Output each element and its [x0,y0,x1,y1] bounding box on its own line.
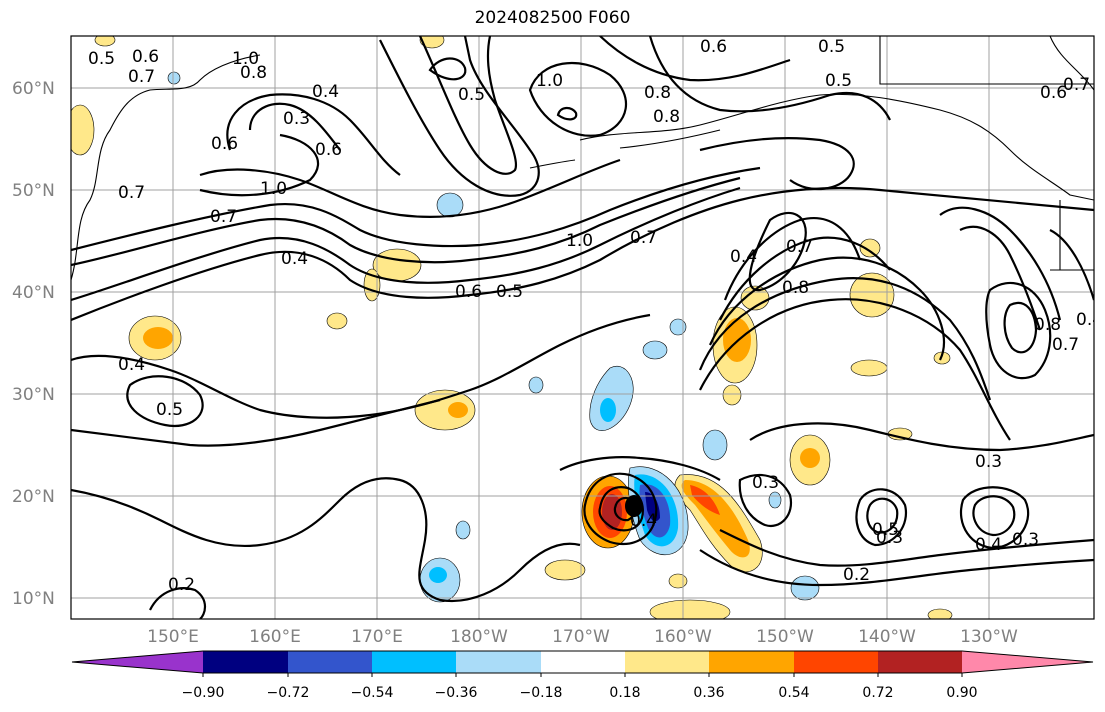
contour-label: 0.4 [630,511,657,531]
contour-label: 1.0 [566,231,593,251]
map-title: 2024082500 F060 [474,8,631,28]
contour-label: 0.8 [240,63,267,83]
lat-label: 40°N [12,283,55,303]
contour-labels: 0.5 0.6 0.7 1.0 0.8 0.4 0.6 0.3 0.5 0.6 … [88,37,1103,595]
lon-label: 170°W [552,627,610,647]
contour-label: 0.6 [132,47,159,67]
map-area [71,36,1094,619]
contours [71,36,1094,619]
contour-label: 0.8 [653,107,680,127]
lon-label: 130°W [960,627,1018,647]
colorbar-tick-label: −0.54 [351,685,394,701]
colorbar-swatch [878,651,962,673]
lat-label: 50°N [12,181,55,201]
contour-label: 0.3 [975,452,1002,472]
contour-label: 0.7 [786,237,813,257]
contour-label: 0.7 [630,228,657,248]
lon-label: 150°E [147,627,199,647]
lat-label: 20°N [12,487,55,507]
lon-label: 140°W [858,627,916,647]
lon-labels: 150°E 160°E 170°E 180°W 170°W 160°W 150°… [147,627,1018,647]
colorbar-swatch [541,651,625,673]
colorbar-extend-low [72,651,203,673]
colorbar-tick-label: 0.36 [693,685,724,701]
contour-label: 0.3 [752,473,779,493]
colorbar-tick-label: −0.36 [435,685,478,701]
contour-label: 1.0 [232,49,259,69]
graticule [71,36,1094,619]
colorbar-tick-label: 0.72 [862,685,893,701]
contour-label: 0.7 [118,183,145,203]
colorbar-swatch [794,651,878,673]
contour-label: 0.4 [118,355,145,375]
lon-label: 160°E [249,627,301,647]
lat-label: 30°N [12,385,55,405]
contour-label: 0.5 [88,49,115,69]
contour-label: 0.2 [843,565,870,585]
contour-label: 0.8 [1034,315,1061,335]
contour-label: 0.4 [1076,310,1103,330]
shaded-anomalies [71,36,953,619]
contour-label: 0.6 [315,140,342,160]
colorbar-tick-label: −0.72 [267,685,310,701]
contour-label: 0.4 [730,247,757,267]
contour-label: 0.7 [1052,335,1079,355]
contour-label: 1.0 [260,179,287,199]
contour-label: 1.0 [536,71,563,91]
contour-label: 0.4 [281,249,308,269]
contour-label: 0.8 [782,278,809,298]
colorbar-ticks: −0.90 −0.72 −0.54 −0.36 −0.18 0.18 0.36 … [182,685,978,701]
colorbar-extend-high [962,651,1093,673]
colorbar-tick-label: 0.54 [778,685,809,701]
colorbar-swatch [288,651,372,673]
contour-label: 0.7 [128,67,155,87]
contour-label: 0.3 [876,528,903,548]
contour-label: 0.5 [818,37,845,57]
contour-label: 0.6 [1040,83,1067,103]
lat-label: 10°N [12,589,55,609]
map-frame [70,35,1095,620]
contour-label: 0.5 [496,282,523,302]
lon-label: 160°W [654,627,712,647]
contour-label: 0.3 [1012,530,1039,550]
colorbar-swatch [456,651,541,673]
contour-label: 0.5 [872,520,899,540]
tc-center-marker [625,495,643,517]
contour-label: 0.7 [1063,75,1090,95]
colorbar-tick-label: −0.90 [182,685,225,701]
colorbar [71,650,1094,677]
coastlines [71,36,1094,281]
contour-label: 0.6 [700,37,727,57]
contour-label: 0.6 [455,282,482,302]
contour-label: 0.8 [644,83,671,103]
contour-label: 0.2 [168,575,195,595]
contour-label: 0.5 [156,400,183,420]
colorbar-swatch [625,651,709,673]
colorbar-swatch [203,651,288,673]
contour-label: 0.5 [458,85,485,105]
contour-label: 0.5 [825,71,852,91]
contour-label: 0.4 [312,82,339,102]
contour-label: 0.7 [210,207,237,227]
lon-label: 180°W [450,627,508,647]
lon-label: 150°W [756,627,814,647]
contour-label: 0.3 [283,109,310,129]
lat-labels: 60°N 50°N 40°N 30°N 20°N 10°N [12,79,55,609]
colorbar-tick-label: 0.90 [946,685,977,701]
contour-label: 0.6 [211,134,238,154]
lon-label: 170°E [351,627,403,647]
colorbar-tick-label: 0.18 [609,685,640,701]
contour-label: 0.4 [975,535,1002,555]
colorbar-tick-label: −0.18 [520,685,563,701]
colorbar-swatch [709,651,794,673]
lat-label: 60°N [12,79,55,99]
colorbar-swatch [372,651,456,673]
